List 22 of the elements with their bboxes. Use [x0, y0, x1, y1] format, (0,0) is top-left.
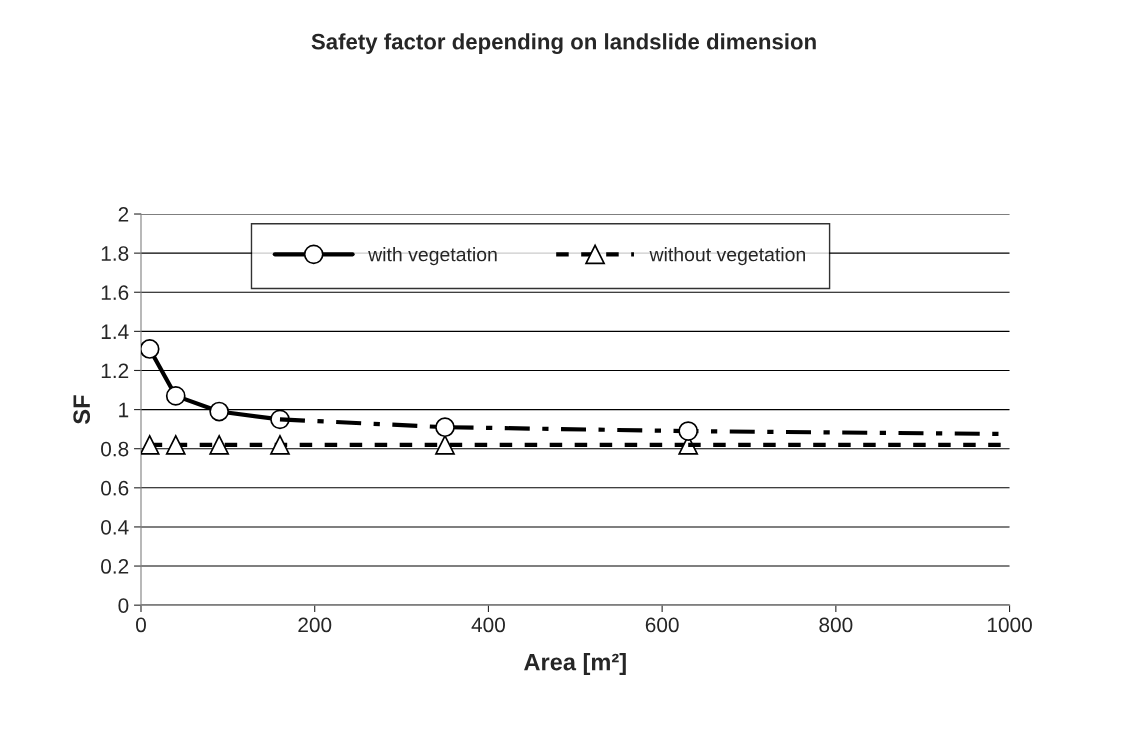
y-tick-label: 1.8 [101, 246, 129, 261]
y-tick-label: 1 [119, 402, 129, 418]
y-tick-label: 0.2 [101, 559, 129, 574]
y-tick-label: 1.6 [101, 285, 129, 300]
y-tick-label: 0.4 [101, 519, 129, 535]
x-tick-label: 400 [471, 617, 505, 633]
legend-label: with vegetation [368, 247, 497, 266]
y-tick-label: 2 [118, 207, 129, 222]
chart-title: Safety factor depending on landslide dimension [311, 33, 816, 55]
y-tick-label: 0.6 [101, 480, 129, 496]
x-tick-label: 800 [819, 617, 853, 633]
x-tick-label: 0 [136, 617, 146, 633]
y-tick-label: 1.2 [101, 363, 129, 379]
x-tick-label: 200 [298, 617, 332, 633]
x-tick-label: 600 [645, 617, 679, 633]
y-tick-label: 0.8 [101, 441, 129, 457]
y-tick-label: 1.4 [101, 324, 129, 339]
x-axis-title: Area [m²] [524, 653, 626, 676]
y-axis-title: SF [73, 395, 91, 424]
x-tick-label: 1000 [987, 617, 1032, 633]
y-tick-label: 0 [118, 598, 129, 613]
legend-label: without vegetation [649, 247, 805, 266]
